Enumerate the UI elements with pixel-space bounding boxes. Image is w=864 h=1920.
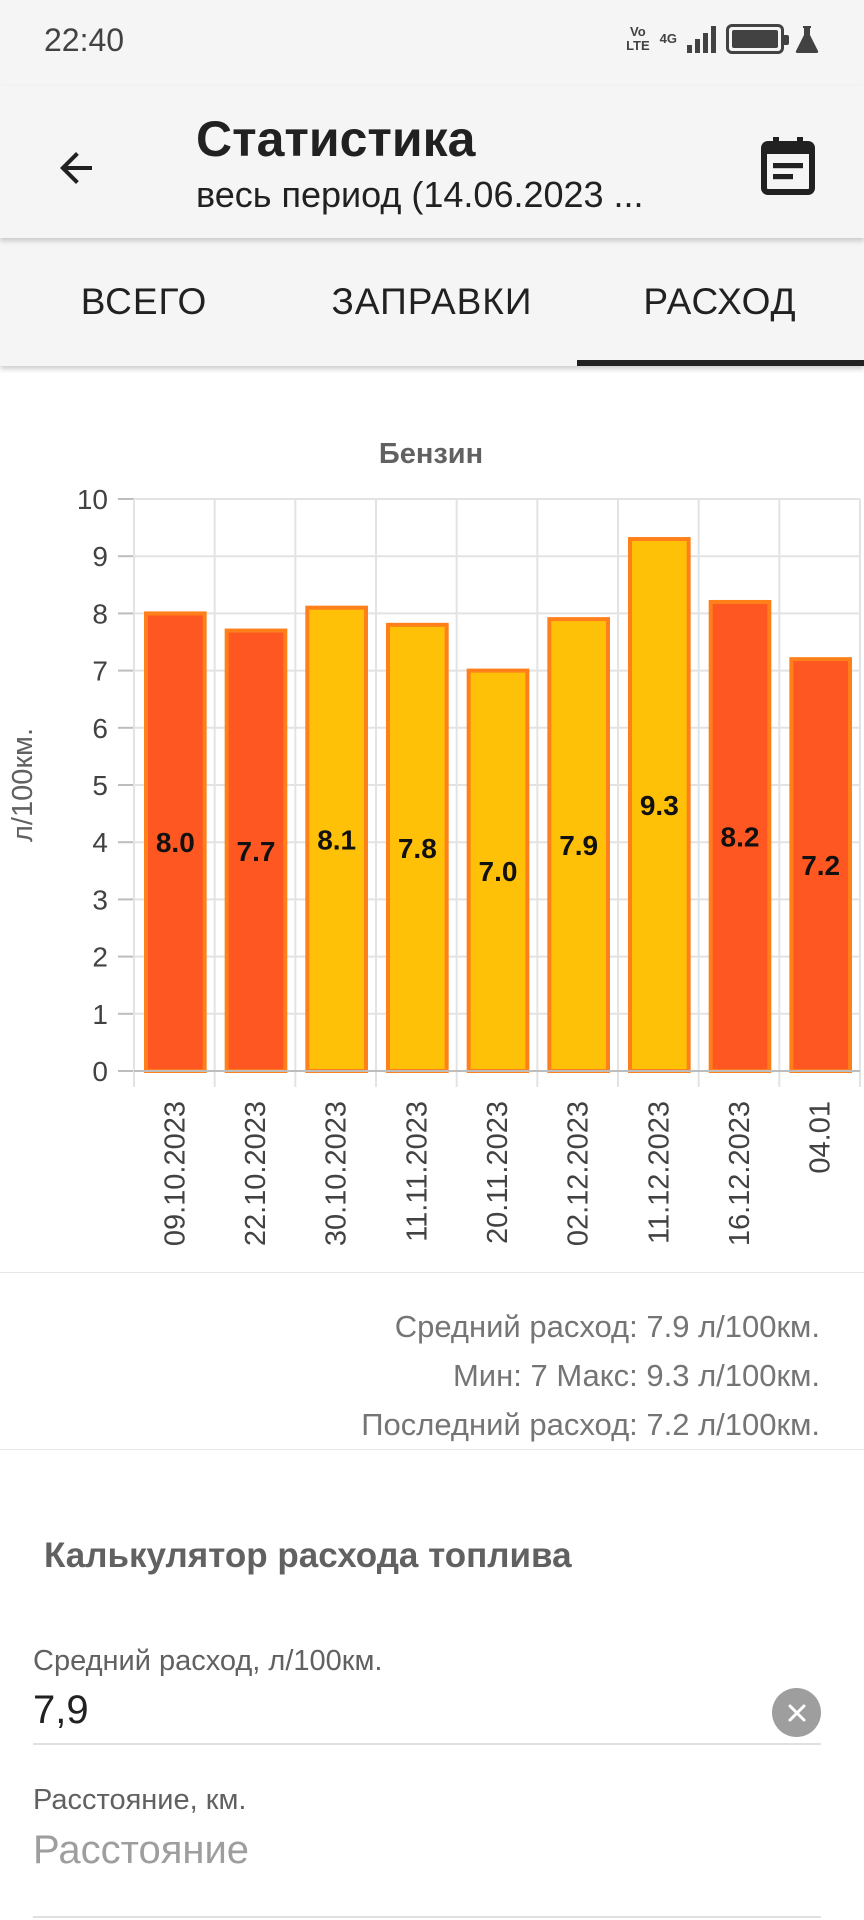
y-tick-label: 1 <box>92 999 108 1030</box>
chart-area: 0 1 2 3 4 5 6 7 8 9 10 8.0 7.7 8.1 7.8 7.0 7.9 9.3 8.2 7.2 0… <box>0 366 864 1272</box>
chart-title: Бензин <box>379 438 483 470</box>
y-tick-label: 7 <box>92 656 108 687</box>
x-tick-label: 20.11.2023 <box>482 1101 514 1244</box>
signal-icon <box>687 25 716 53</box>
status-icons: Vo LTE 4G <box>626 24 820 54</box>
page-subtitle: весь период (14.06.2023 ... <box>196 174 644 215</box>
x-tick-label: 16.12.2023 <box>724 1101 756 1246</box>
y-tick-label: 8 <box>92 598 108 629</box>
clear-button[interactable] <box>772 1688 821 1737</box>
page-title: Статистика <box>196 111 476 167</box>
avg-consumption-underline <box>33 1743 821 1745</box>
y-tick-label: 2 <box>92 942 108 973</box>
avg-consumption-label: Средний расход, л/100км. <box>33 1645 383 1677</box>
tab-consumption[interactable]: РАСХОД <box>643 281 797 322</box>
x-tick-label: 09.10.2023 <box>159 1101 191 1246</box>
flask-icon <box>795 26 819 53</box>
x-tick-label: 02.12.2023 <box>563 1101 595 1246</box>
tab-total[interactable]: ВСЕГО <box>80 281 208 322</box>
avg-consumption-input[interactable]: 7,9 <box>33 1688 89 1732</box>
consumption-chart: 0 1 2 3 4 5 6 7 8 9 10 8.0 7.7 8.1 7.8 7.0 7.9 9.3 8.2 7.2 0… <box>7 438 861 1246</box>
summary-panel: Средний расход: 7.9 л/100км. Мин: 7 Макс… <box>0 1272 864 1450</box>
bar-value-label: 8.1 <box>317 824 356 855</box>
y-tick-label: 9 <box>92 541 108 572</box>
bar <box>386 622 449 1073</box>
calendar-button[interactable] <box>748 126 828 206</box>
distance-label: Расстояние, км. <box>33 1784 247 1816</box>
y-tick-label: 3 <box>92 884 108 915</box>
bar <box>708 599 772 1074</box>
distance-underline <box>33 1916 821 1918</box>
volte-icon: Vo LTE <box>626 25 650 53</box>
bar-value-label: 9.3 <box>640 790 679 821</box>
summary-average: Средний расход: 7.9 л/100км. <box>394 1309 820 1344</box>
volte-line2: LTE <box>626 38 650 53</box>
bar-value-label: 7.9 <box>559 830 598 861</box>
y-tick-label: 5 <box>92 770 108 801</box>
distance-input[interactable]: Расстояние <box>33 1828 250 1872</box>
bar-value-label: 7.0 <box>479 856 518 887</box>
y-tick-label: 6 <box>92 713 108 744</box>
bar-value-label: 7.8 <box>398 833 437 864</box>
tab-indicator <box>577 360 864 366</box>
status-time: 22:40 <box>44 22 125 58</box>
arrow-back-icon <box>60 152 92 184</box>
x-tick-label: 30.10.2023 <box>321 1101 353 1246</box>
back-button[interactable] <box>36 128 116 208</box>
clear-icon <box>788 1704 805 1721</box>
tab-refuels[interactable]: ЗАПРАВКИ <box>331 281 533 322</box>
bar-value-label: 7.7 <box>237 836 276 867</box>
x-tick-label: 22.10.2023 <box>240 1101 272 1246</box>
bar-value-label: 8.2 <box>721 821 760 852</box>
summary-last: Последний расход: 7.2 л/100км. <box>361 1407 820 1442</box>
volte-line1: Vo <box>630 24 646 39</box>
y-axis-label: л/100км. <box>7 728 39 842</box>
tab-bar: ВСЕГО ЗАПРАВКИ РАСХОД <box>0 238 864 366</box>
app-bar: Статистика весь период (14.06.2023 ... <box>0 86 864 238</box>
calendar-icon <box>761 137 815 195</box>
network-type: 4G <box>659 31 677 46</box>
battery-icon <box>726 24 789 54</box>
bar-value-label: 8.0 <box>156 827 195 858</box>
y-tick-label: 4 <box>92 827 108 858</box>
summary-min-max: Мин: 7 Макс: 9.3 л/100км. <box>452 1358 820 1393</box>
status-bar: 22:40 Vo LTE 4G <box>0 0 864 86</box>
bar <box>224 628 288 1073</box>
y-tick-label: 0 <box>92 1056 108 1087</box>
y-tick-label: 10 <box>77 484 108 515</box>
calculator-title: Калькулятор расхода топлива <box>44 1536 572 1575</box>
bar <box>789 657 852 1073</box>
x-tick-label: 04.01 <box>805 1101 837 1174</box>
bar <box>144 611 207 1073</box>
x-tick-label: 11.12.2023 <box>643 1101 675 1244</box>
bar-value-label: 7.2 <box>801 850 840 881</box>
x-tick-label: 11.11.2023 <box>401 1101 433 1242</box>
